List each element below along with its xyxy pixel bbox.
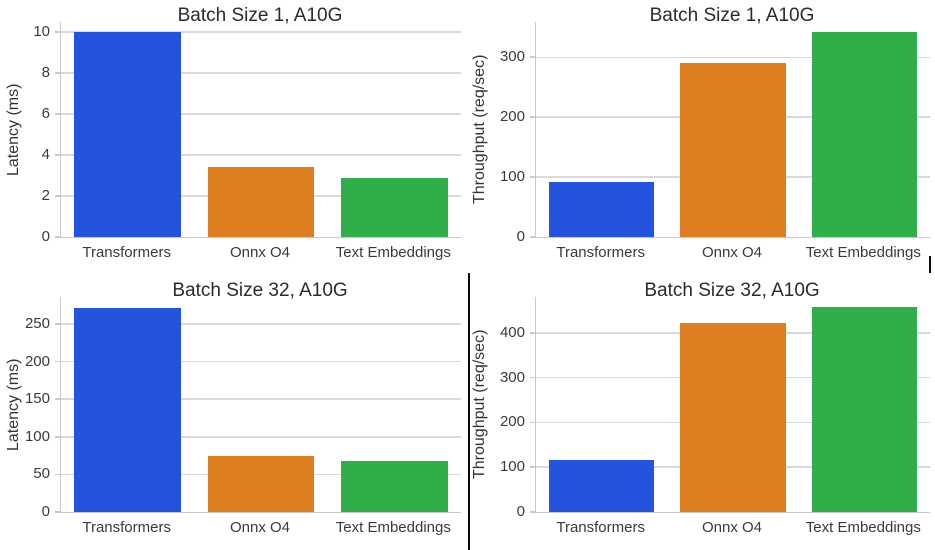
x-category-label: Onnx O4 xyxy=(701,244,763,261)
gridline xyxy=(61,398,461,401)
y-tick-mark xyxy=(530,236,535,238)
chart-title: Batch Size 1, A10G xyxy=(177,5,343,26)
x-category-label: Transformers xyxy=(556,244,645,261)
y-tick-label: 0 xyxy=(516,503,525,520)
y-tick-label: 200 xyxy=(24,352,50,370)
y-tick-label: 100 xyxy=(499,168,525,186)
y-tick-mark xyxy=(530,511,535,513)
y-tick-mark xyxy=(530,176,535,178)
y-tick-mark xyxy=(55,511,60,513)
y-tick-label: 8 xyxy=(41,64,50,82)
bar-onnx-o4 xyxy=(680,323,786,512)
x-category-label: Text Embeddings xyxy=(805,519,921,536)
y-tick-mark xyxy=(55,398,60,401)
gridline xyxy=(536,56,930,59)
gridline xyxy=(61,154,461,156)
y-tick-label: 50 xyxy=(33,465,50,483)
bar-transformers xyxy=(549,460,655,512)
x-category-label: Text Embeddings xyxy=(335,519,451,536)
y-tick-label: 0 xyxy=(516,228,525,245)
y-tick-mark xyxy=(530,376,535,379)
y-tick-mark xyxy=(55,113,60,115)
y-tick-mark xyxy=(55,31,60,34)
x-category-label: Transformers xyxy=(82,244,171,261)
y-tick-label: 250 xyxy=(24,315,50,333)
bar-text-embeddings xyxy=(811,307,917,512)
x-category-label: Transformers xyxy=(556,519,645,536)
bar-transformers xyxy=(549,181,655,237)
y-tick-mark xyxy=(530,421,535,424)
bar-onnx-o4 xyxy=(207,167,315,237)
y-tick-mark xyxy=(55,154,60,156)
chart-batch32-latency: Batch Size 32, A10G Latency (ms) 0 50 100 1… xyxy=(0,275,467,550)
chart-batch1-latency: Batch Size 1, A10G Latency (ms) 0 2 4 6 8 10 T… xyxy=(0,0,467,275)
bar-text-embeddings xyxy=(341,177,448,237)
bar-onnx-o4 xyxy=(207,456,315,512)
chart-title: Batch Size 32, A10G xyxy=(644,280,820,301)
gridline xyxy=(61,360,461,363)
plot-area xyxy=(535,297,930,513)
y-tick-label: 300 xyxy=(499,368,525,386)
y-tick-mark xyxy=(55,360,60,363)
chart-batch32-throughput: Batch Size 32, A10G Throughput (req/sec)… xyxy=(467,275,935,550)
plot-area xyxy=(60,22,461,238)
chart-title: Batch Size 1, A10G xyxy=(649,5,815,26)
bar-onnx-o4 xyxy=(680,63,786,237)
bar-transformers xyxy=(74,307,181,512)
bar-text-embeddings xyxy=(341,460,448,512)
y-tick-mark xyxy=(55,195,60,197)
y-tick-mark xyxy=(530,116,535,118)
gridline xyxy=(61,436,461,438)
y-tick-mark xyxy=(530,466,535,468)
y-tick-label: 0 xyxy=(41,228,50,245)
y-tick-label: 150 xyxy=(24,390,50,408)
y-tick-mark xyxy=(55,323,60,325)
x-category-label: Onnx O4 xyxy=(701,519,763,536)
gridline xyxy=(61,113,461,115)
bar-text-embeddings xyxy=(811,32,917,237)
x-category-label: Text Embeddings xyxy=(805,244,921,261)
panel-divider-line xyxy=(468,273,470,550)
x-category-label: Transformers xyxy=(82,519,171,536)
chart-batch1-throughput: Batch Size 1, A10G Throughput (req/sec) … xyxy=(467,0,935,275)
plot-area xyxy=(535,22,930,238)
y-tick-mark xyxy=(55,236,60,238)
gridline xyxy=(61,72,461,74)
y-tick-mark xyxy=(55,473,60,476)
bar-transformers xyxy=(74,32,181,237)
edge-border-line xyxy=(929,256,931,273)
chart-title: Batch Size 32, A10G xyxy=(172,280,348,301)
y-tick-label: 100 xyxy=(499,458,525,476)
y-tick-label: 4 xyxy=(41,146,50,164)
y-tick-label: 200 xyxy=(499,108,525,126)
x-category-label: Onnx O4 xyxy=(229,244,291,261)
y-tick-label: 0 xyxy=(41,503,50,520)
plot-area xyxy=(60,297,461,513)
y-tick-mark xyxy=(530,331,535,334)
y-tick-label: 2 xyxy=(41,187,50,205)
y-tick-mark xyxy=(55,72,60,74)
y-tick-mark xyxy=(55,435,60,438)
y-tick-label: 300 xyxy=(499,48,525,66)
y-tick-label: 10 xyxy=(33,23,50,41)
x-category-label: Text Embeddings xyxy=(335,244,451,261)
y-tick-label: 200 xyxy=(499,413,525,431)
y-tick-label: 400 xyxy=(499,323,525,341)
y-tick-label: 6 xyxy=(41,105,50,123)
gridline xyxy=(61,31,461,34)
x-category-label: Onnx O4 xyxy=(229,519,291,536)
gridline xyxy=(61,323,461,325)
y-tick-mark xyxy=(530,56,535,59)
y-tick-label: 100 xyxy=(24,427,50,445)
